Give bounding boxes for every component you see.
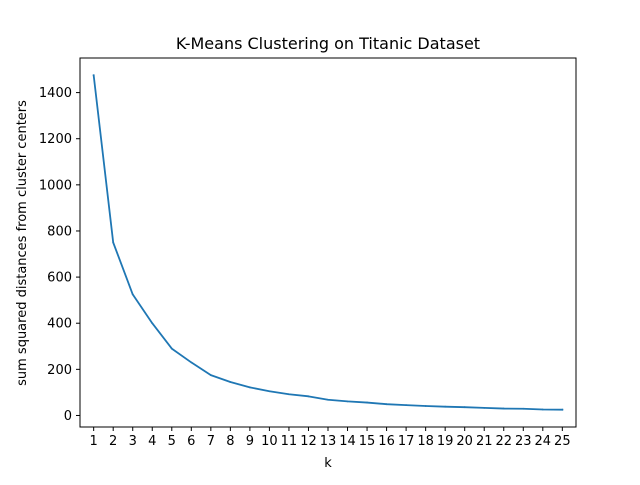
x-tick-label: 15 bbox=[359, 434, 376, 449]
x-tick-label: 19 bbox=[437, 434, 454, 449]
x-tick-label: 1 bbox=[90, 434, 98, 449]
x-tick-label: 20 bbox=[456, 434, 473, 449]
y-axis-label: sum squared distances from cluster cente… bbox=[15, 100, 30, 386]
data-point bbox=[151, 322, 154, 325]
y-tick-label: 1000 bbox=[39, 178, 72, 193]
x-axis-ticks: 1 2 3 4 5 6 7 8 9 10 11 12 13 14 15 16 17 18 19 20 21 22 23 24 2… bbox=[90, 427, 571, 449]
x-tick-label: 13 bbox=[320, 434, 337, 449]
data-point bbox=[444, 405, 447, 408]
data-point bbox=[405, 404, 408, 406]
data-point bbox=[483, 406, 486, 409]
data-point bbox=[229, 381, 232, 383]
y-tick-label: 600 bbox=[47, 271, 72, 286]
data-point bbox=[366, 401, 368, 404]
data-point bbox=[346, 400, 349, 403]
data-point bbox=[170, 347, 173, 350]
data-point bbox=[463, 406, 466, 409]
x-axis-label: k bbox=[324, 456, 332, 471]
y-tick-label: 1400 bbox=[39, 86, 72, 101]
y-tick-label: 1200 bbox=[39, 132, 72, 147]
plot-layer bbox=[92, 74, 564, 411]
data-point bbox=[307, 395, 310, 398]
x-tick-label: 9 bbox=[246, 434, 254, 449]
data-point bbox=[112, 241, 115, 244]
plot-frame bbox=[79, 57, 577, 428]
x-tick-label: 16 bbox=[378, 434, 395, 449]
data-point bbox=[561, 408, 564, 411]
x-tick-label: 24 bbox=[535, 434, 552, 449]
x-tick-label: 6 bbox=[187, 434, 195, 449]
x-tick-label: 18 bbox=[417, 434, 434, 449]
x-tick-label: 4 bbox=[148, 434, 156, 449]
y-tick-label: 200 bbox=[47, 363, 72, 378]
x-tick-label: 25 bbox=[554, 434, 571, 449]
data-point bbox=[502, 407, 505, 410]
data-point bbox=[209, 374, 212, 377]
data-point bbox=[268, 390, 271, 393]
data-point bbox=[424, 405, 427, 407]
x-tick-label: 11 bbox=[281, 434, 298, 449]
x-tick-label: 22 bbox=[495, 434, 512, 449]
x-tick-label: 2 bbox=[109, 434, 117, 449]
x-tick-label: 14 bbox=[339, 434, 356, 449]
x-tick-label: 3 bbox=[129, 434, 137, 449]
data-point bbox=[190, 361, 193, 364]
x-tick-label: 12 bbox=[300, 434, 317, 449]
x-tick-label: 7 bbox=[207, 434, 215, 449]
x-tick-label: 23 bbox=[515, 434, 532, 449]
data-point bbox=[327, 398, 329, 401]
data-point bbox=[522, 407, 525, 410]
x-tick-label: 8 bbox=[226, 434, 234, 449]
y-tick-label: 400 bbox=[47, 317, 72, 332]
data-point bbox=[288, 393, 290, 396]
x-tick-label: 17 bbox=[398, 434, 415, 449]
data-point bbox=[385, 403, 388, 406]
data-point bbox=[541, 408, 544, 411]
x-tick-label: 21 bbox=[476, 434, 493, 449]
data-point bbox=[248, 386, 251, 389]
chart-title: K-Means Clustering on Titanic Dataset bbox=[176, 34, 480, 53]
x-tick-label: 10 bbox=[261, 434, 278, 449]
x-tick-label: 5 bbox=[168, 434, 176, 449]
data-point bbox=[92, 74, 95, 77]
data-point bbox=[131, 293, 134, 296]
y-tick-label: 800 bbox=[47, 224, 72, 239]
y-tick-label: 0 bbox=[64, 409, 72, 424]
y-axis-ticks: 0 200 400 600 800 1000 1200 1400 bbox=[39, 86, 80, 424]
